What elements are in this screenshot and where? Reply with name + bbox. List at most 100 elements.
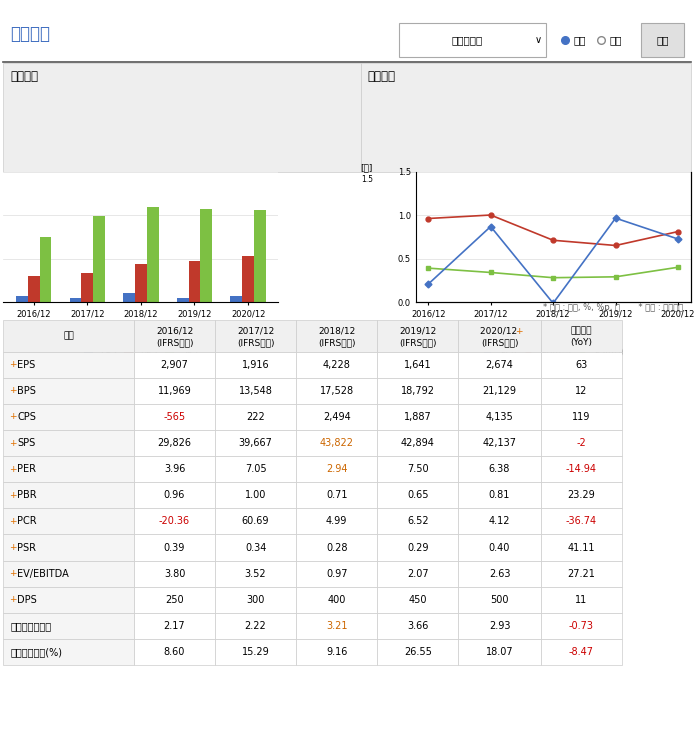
Bar: [215, 352, 296, 378]
Bar: [3, 456, 134, 482]
Text: 4,228: 4,228: [323, 359, 350, 370]
Text: +: +: [9, 491, 17, 500]
Text: 0.97: 0.97: [326, 568, 348, 579]
Bar: [296, 456, 378, 482]
Bar: [3, 639, 134, 665]
Text: 23.29: 23.29: [568, 491, 595, 500]
Text: 21,129: 21,129: [482, 386, 516, 396]
FancyBboxPatch shape: [641, 23, 684, 57]
Text: SPS: SPS: [17, 438, 35, 448]
Bar: [361, 64, 691, 171]
Text: BPS: BPS: [17, 386, 36, 396]
Text: PCR: PCR: [17, 516, 37, 526]
Text: +: +: [9, 413, 17, 422]
Bar: [135, 264, 146, 302]
Text: 2,494: 2,494: [323, 412, 350, 422]
Bar: [458, 508, 541, 534]
Text: 2,907: 2,907: [160, 359, 189, 370]
Bar: [458, 378, 541, 404]
Text: 전년대비: 전년대비: [570, 327, 592, 336]
Text: 7.05: 7.05: [245, 464, 266, 474]
Text: 60.69: 60.69: [242, 516, 269, 526]
FancyBboxPatch shape: [398, 23, 546, 57]
Text: 0.29: 0.29: [407, 542, 428, 553]
Text: CPS: CPS: [17, 412, 36, 422]
Bar: [3, 15, 691, 59]
Bar: [254, 210, 266, 302]
Text: 119: 119: [572, 412, 591, 422]
Text: 4.99: 4.99: [326, 516, 348, 526]
Bar: [458, 534, 541, 561]
Text: ∨: ∨: [534, 35, 541, 45]
Bar: [215, 482, 296, 508]
Bar: [134, 561, 215, 587]
Bar: [134, 456, 215, 482]
Text: [배]: [배]: [361, 164, 373, 173]
Bar: [3, 404, 134, 430]
Text: 연간: 연간: [574, 35, 586, 45]
Bar: [378, 508, 458, 534]
Text: 2018/12: 2018/12: [318, 327, 355, 336]
Bar: [3, 320, 134, 352]
Bar: [296, 587, 378, 613]
Text: 18,792: 18,792: [400, 386, 434, 396]
Text: 3.80: 3.80: [164, 568, 185, 579]
Bar: [296, 639, 378, 665]
Text: 4.12: 4.12: [489, 516, 510, 526]
Text: (IFRS연결): (IFRS연결): [237, 339, 274, 348]
Text: 주재무제표: 주재무제표: [452, 35, 483, 45]
Text: 4,135: 4,135: [486, 412, 514, 422]
Text: 0.39: 0.39: [164, 542, 185, 553]
Bar: [93, 216, 105, 302]
Bar: [378, 587, 458, 613]
Bar: [201, 209, 212, 302]
Bar: [3, 430, 134, 456]
Bar: [458, 456, 541, 482]
Bar: [134, 508, 215, 534]
Bar: [3, 561, 134, 587]
Bar: [296, 534, 378, 561]
Text: 1,916: 1,916: [242, 359, 269, 370]
Bar: [242, 256, 254, 302]
Bar: [134, 639, 215, 665]
Bar: [378, 404, 458, 430]
Text: 2.93: 2.93: [489, 621, 510, 631]
Text: 1,641: 1,641: [404, 359, 432, 370]
Text: 400: 400: [328, 595, 346, 605]
Text: 1.5: 1.5: [361, 176, 373, 185]
Bar: [296, 482, 378, 508]
Bar: [16, 296, 28, 302]
Bar: [458, 320, 541, 352]
Bar: [134, 587, 215, 613]
Bar: [458, 404, 541, 430]
Bar: [458, 430, 541, 456]
Bar: [296, 430, 378, 456]
Bar: [215, 561, 296, 587]
Text: 17,528: 17,528: [320, 386, 354, 396]
Bar: [378, 613, 458, 639]
Bar: [215, 320, 296, 352]
Text: 분기: 분기: [609, 35, 622, 45]
Bar: [3, 352, 134, 378]
Text: 13,548: 13,548: [239, 386, 273, 396]
Text: 2016/12: 2016/12: [156, 327, 193, 336]
Text: 43,822: 43,822: [320, 438, 354, 448]
Text: PER: PER: [17, 464, 36, 474]
Text: 8.60: 8.60: [164, 647, 185, 657]
Text: 가치지표: 가치지표: [368, 70, 396, 83]
Bar: [458, 482, 541, 508]
Bar: [296, 404, 378, 430]
Text: 가치분석: 가치분석: [10, 24, 51, 43]
Text: +: +: [9, 439, 17, 448]
Bar: [40, 237, 51, 302]
Bar: [3, 508, 134, 534]
Text: 6.38: 6.38: [489, 464, 510, 474]
Text: +: +: [9, 517, 17, 526]
Text: 450: 450: [409, 595, 427, 605]
Text: 39,667: 39,667: [239, 438, 273, 448]
Bar: [458, 639, 541, 665]
Text: +: +: [515, 327, 522, 336]
Text: 41.11: 41.11: [568, 542, 595, 553]
Text: -20.36: -20.36: [159, 516, 190, 526]
Bar: [541, 320, 622, 352]
